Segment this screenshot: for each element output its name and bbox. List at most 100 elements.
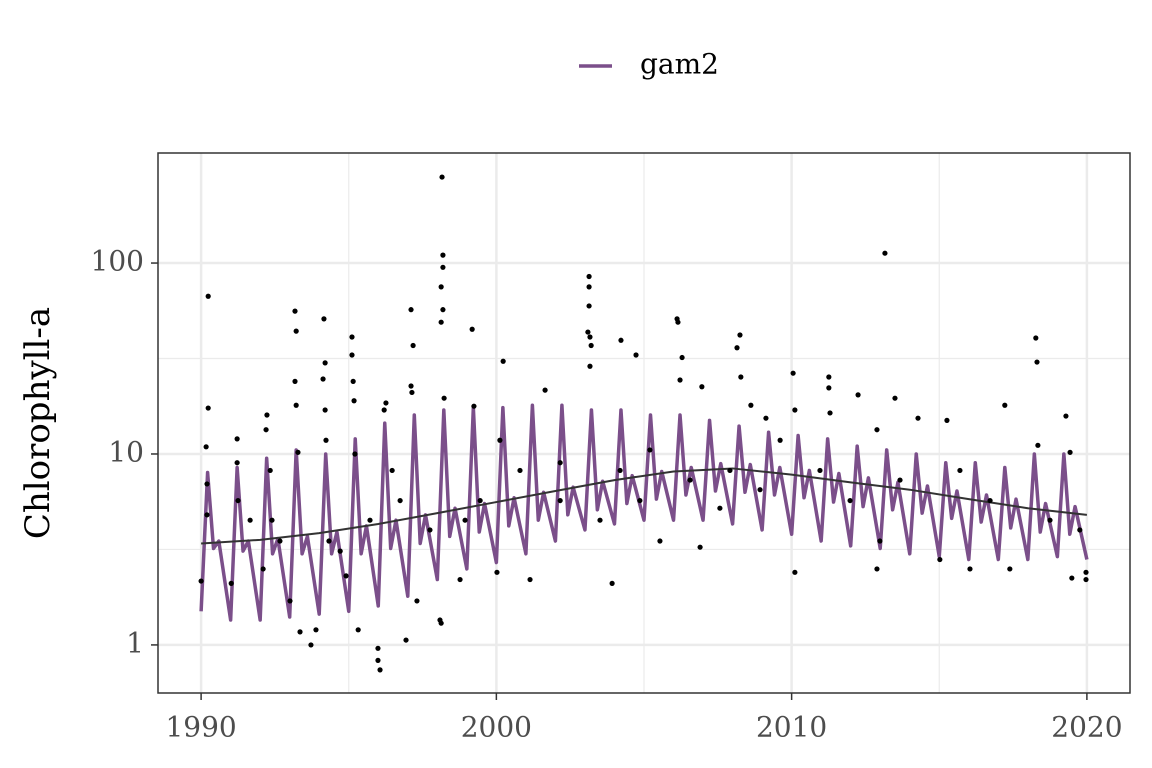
data-point — [323, 437, 329, 443]
data-point — [440, 264, 446, 270]
data-point — [679, 354, 685, 361]
data-point — [350, 378, 356, 384]
data-point — [469, 326, 475, 332]
data-point — [409, 389, 415, 396]
x-tick-label: 2000 — [461, 711, 532, 744]
data-point — [439, 174, 445, 180]
data-point — [633, 352, 639, 358]
panel-border — [157, 152, 1131, 694]
data-point — [477, 497, 483, 504]
data-point — [855, 392, 861, 398]
data-point — [957, 467, 963, 474]
data-point — [1007, 566, 1013, 572]
data-point — [1083, 576, 1089, 583]
data-point — [790, 370, 796, 376]
data-point — [440, 252, 446, 258]
data-point — [1047, 517, 1053, 523]
data-point — [1035, 442, 1041, 448]
data-point — [677, 377, 683, 383]
data-point — [588, 342, 594, 349]
data-point — [737, 332, 743, 338]
legend-label: gam2 — [640, 48, 719, 81]
data-point — [675, 319, 681, 325]
data-point — [375, 657, 381, 663]
x-tick-label: 1990 — [165, 711, 236, 744]
data-point — [586, 284, 592, 290]
data-point — [414, 598, 420, 604]
data-point — [438, 319, 444, 325]
data-point — [247, 517, 253, 523]
data-point — [377, 667, 383, 673]
data-point — [297, 629, 303, 635]
data-point — [587, 363, 593, 369]
data-point — [389, 467, 395, 474]
data-point — [738, 374, 744, 380]
data-point — [1063, 413, 1069, 419]
data-point — [198, 578, 204, 584]
data-point — [287, 598, 293, 604]
y-tick-label: 100 — [91, 245, 144, 278]
data-point — [441, 395, 447, 401]
data-point — [987, 497, 993, 504]
series-line — [199, 403, 1089, 622]
data-point — [727, 467, 733, 474]
data-point — [349, 352, 355, 358]
data-point — [517, 467, 523, 474]
data-point — [438, 284, 444, 290]
data-point — [205, 293, 211, 299]
data-point — [440, 307, 446, 313]
data-point — [308, 642, 314, 648]
data-point — [597, 517, 603, 523]
data-point — [763, 415, 769, 421]
data-point — [203, 444, 209, 450]
data-point — [260, 566, 266, 572]
data-point — [874, 427, 880, 433]
y-axis-title: Chlorophyll-a — [18, 307, 58, 539]
data-point — [438, 620, 444, 626]
data-point — [351, 398, 357, 404]
data-point — [427, 527, 433, 533]
data-point — [267, 467, 273, 474]
data-point — [235, 497, 241, 504]
data-point — [1033, 335, 1039, 341]
data-point — [408, 383, 414, 389]
data-point — [734, 345, 740, 351]
data-point — [827, 410, 833, 416]
data-point — [557, 497, 563, 504]
data-point — [1083, 569, 1089, 575]
y-tick-label: 1 — [126, 626, 144, 659]
data-point — [609, 580, 615, 586]
data-point — [586, 273, 592, 280]
data-point — [383, 400, 389, 406]
trend-line — [201, 467, 1088, 545]
x-tick-label: 2020 — [1051, 711, 1122, 744]
data-point — [403, 637, 409, 643]
data-point — [557, 460, 563, 466]
data-point — [1002, 402, 1008, 408]
data-point — [293, 328, 299, 334]
data-point — [263, 427, 269, 433]
data-point — [897, 477, 903, 483]
data-point — [748, 402, 754, 408]
data-point — [826, 374, 832, 380]
data-point — [587, 334, 593, 340]
data-point — [647, 447, 653, 453]
data-point — [687, 477, 693, 483]
data-point — [277, 538, 283, 544]
data-point — [757, 487, 763, 493]
data-point — [457, 576, 463, 583]
data-point — [313, 627, 319, 633]
data-point — [367, 517, 373, 523]
data-point — [352, 451, 358, 457]
data-point — [1069, 575, 1075, 581]
data-point — [408, 307, 414, 313]
data-point — [937, 556, 943, 563]
data-point — [355, 627, 361, 633]
data-point — [349, 334, 355, 340]
data-point — [269, 517, 275, 523]
data-point — [381, 407, 387, 413]
data-point — [717, 505, 723, 511]
data-point — [877, 538, 883, 544]
